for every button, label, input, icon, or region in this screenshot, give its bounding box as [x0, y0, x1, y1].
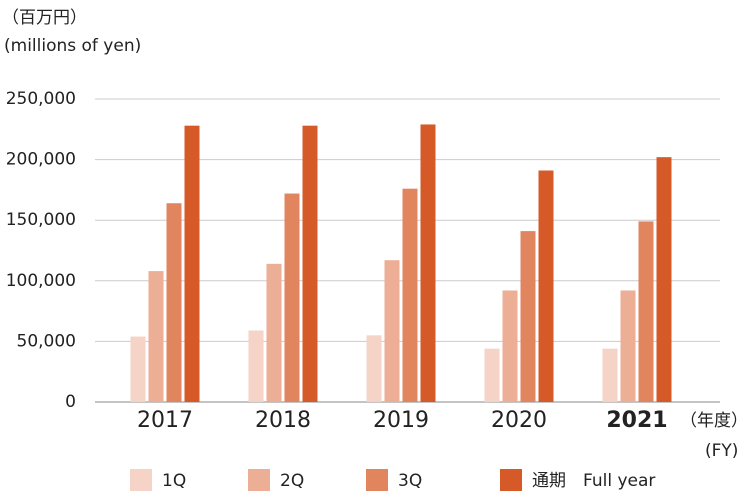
y-tick-label: 250,000 [6, 89, 76, 109]
bar [420, 124, 436, 403]
bar [384, 260, 400, 402]
legend-swatch [366, 469, 388, 491]
y-tick-label: 150,000 [6, 210, 76, 230]
bar [538, 170, 554, 402]
bar [638, 221, 654, 402]
legend-label: 1Q [162, 471, 186, 491]
bar [602, 348, 618, 402]
bar [502, 290, 518, 402]
bar [166, 203, 182, 402]
bar [402, 188, 418, 402]
bar [130, 336, 146, 402]
x-tick-label: 2019 [373, 408, 429, 433]
legend-swatch [130, 469, 152, 491]
bar [148, 271, 164, 402]
y-tick-label: 200,000 [6, 150, 76, 170]
unit-label-en: (millions of yen) [4, 36, 141, 56]
bar [184, 125, 200, 402]
bar [484, 348, 500, 402]
x-tick-label: 2018 [255, 408, 311, 433]
legend-label: 通期 Full year [532, 471, 655, 491]
x-label: （年度） [680, 411, 748, 431]
bar [266, 263, 282, 402]
bar [366, 335, 382, 402]
y-tick-label: 100,000 [6, 271, 76, 291]
x-tick-label: 2020 [491, 408, 547, 433]
bar [284, 193, 300, 402]
legend-label: 3Q [398, 471, 422, 491]
x-tick-label: 2017 [137, 408, 193, 433]
unit-label: （百万円） [2, 8, 87, 28]
bar [302, 125, 318, 402]
legend-swatch [500, 469, 522, 491]
bar [248, 330, 264, 402]
y-tick-label: 0 [65, 392, 76, 412]
x-label-en: (FY) [705, 441, 738, 461]
bar [520, 231, 536, 402]
y-tick-label: 50,000 [17, 331, 76, 351]
legend-label: 2Q [280, 471, 304, 491]
x-tick-label: 2021 [606, 408, 667, 433]
bar [656, 157, 672, 402]
bar [620, 290, 636, 402]
legend-swatch [248, 469, 270, 491]
